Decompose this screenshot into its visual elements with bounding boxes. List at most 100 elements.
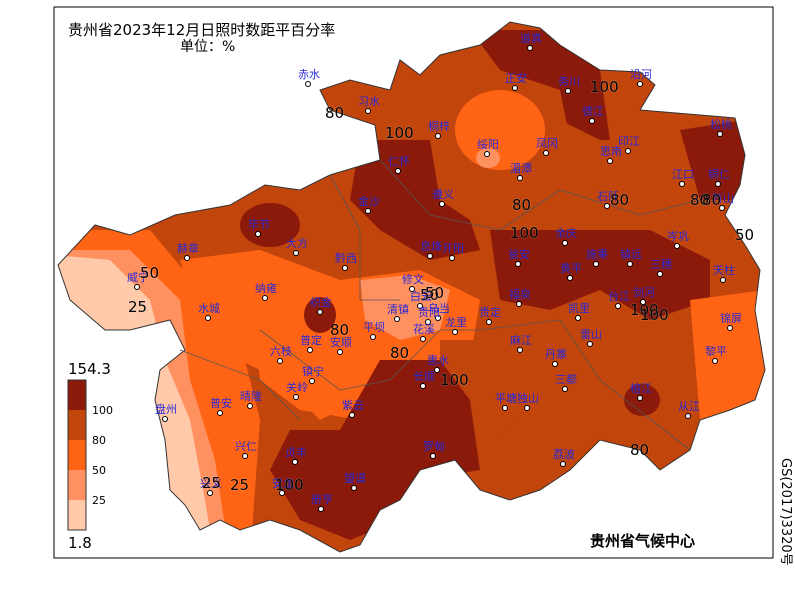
station-dot xyxy=(207,490,213,496)
station-dot xyxy=(517,175,523,181)
station-dot xyxy=(395,168,401,174)
station-dot xyxy=(370,334,376,340)
station-dot xyxy=(342,265,348,271)
station-dot xyxy=(517,347,523,353)
station-dot xyxy=(565,88,571,94)
station-dot xyxy=(409,286,415,292)
title: 贵州省2023年12月日照时数距平百分率 xyxy=(68,21,335,39)
station-name: 六枝 xyxy=(270,344,292,358)
station-dot xyxy=(430,453,436,459)
station-dot xyxy=(449,255,455,261)
station-dot xyxy=(575,315,581,321)
legend-max: 154.3 xyxy=(68,360,111,378)
station-name: 望谟 xyxy=(344,472,366,485)
station-name: 金沙 xyxy=(358,194,380,208)
contour-label: 80 xyxy=(325,104,344,122)
station-dot xyxy=(674,243,680,249)
station-dot xyxy=(512,85,518,91)
station-dot xyxy=(567,275,573,281)
station-dot xyxy=(524,405,530,411)
station-name: 道真 xyxy=(520,31,542,45)
station-name: 贵阳 xyxy=(418,306,440,319)
station-name: 岑巩 xyxy=(667,230,689,243)
contour-label: 80 xyxy=(390,344,409,362)
contour-label: 100 xyxy=(590,78,619,96)
contour-label: 50 xyxy=(425,284,444,302)
station-dot xyxy=(516,301,522,307)
station-name: 习水 xyxy=(358,95,380,108)
station-name: 镇宁 xyxy=(302,364,324,378)
station-name: 湄潭 xyxy=(510,162,532,175)
station-dot xyxy=(217,410,223,416)
station-name: 安顺 xyxy=(330,335,352,349)
station-name: 石阡 xyxy=(597,190,619,203)
station-dot xyxy=(293,250,299,256)
station-name: 仁怀 xyxy=(388,155,410,168)
station-name: 麻江 xyxy=(510,333,532,347)
station-name: 锦屏 xyxy=(720,311,742,325)
station-dot xyxy=(365,208,371,214)
station-name: 务川 xyxy=(558,75,580,88)
station-dot xyxy=(587,341,593,347)
station-name: 江口 xyxy=(672,168,694,181)
station-name: 赤水 xyxy=(298,68,320,81)
station-name: 白云 xyxy=(410,289,432,303)
contour-label: 50 xyxy=(140,264,159,282)
station-dot xyxy=(318,506,324,512)
station-name: 榕江 xyxy=(630,381,652,395)
station-name: 兴仁 xyxy=(235,440,257,453)
station-name: 赫章 xyxy=(177,241,199,255)
contour-label: 80 xyxy=(512,196,531,214)
station-name: 龙里 xyxy=(445,316,467,329)
station-name: 息烽 xyxy=(420,239,442,253)
station-name: 安龙 xyxy=(272,476,294,490)
station-name: 镇远 xyxy=(620,247,642,261)
station-name: 大方 xyxy=(286,236,308,250)
contour-label: 25 xyxy=(202,474,221,492)
legend-swatch xyxy=(68,470,86,500)
legend-swatch xyxy=(68,380,86,410)
station-dot xyxy=(615,303,621,309)
contour-label: 25 xyxy=(230,476,249,494)
legend-frame xyxy=(67,379,87,531)
station-name: 贵定 xyxy=(479,305,501,319)
contour-label: 100 xyxy=(275,476,304,494)
station-name: 余庆 xyxy=(555,226,577,240)
legend-break: 80 xyxy=(92,434,106,447)
station-dot xyxy=(712,358,718,364)
station-name: 瓮安 xyxy=(508,247,530,261)
station-name: 遵义 xyxy=(432,187,454,201)
station-name: 兴义 xyxy=(200,477,222,490)
station-name: 长顺 xyxy=(413,370,435,383)
station-name: 丹寨 xyxy=(545,347,567,361)
contour-label: 80 xyxy=(610,191,629,209)
station-dot xyxy=(184,255,190,261)
station-dot xyxy=(351,485,357,491)
station-dot xyxy=(502,405,508,411)
legend-swatch xyxy=(68,440,86,470)
legend-break: 50 xyxy=(92,464,106,477)
station-dot xyxy=(685,413,691,419)
station-dot xyxy=(543,150,549,156)
contour-label: 50 xyxy=(420,286,439,304)
station-dot xyxy=(427,253,433,259)
station-name: 施秉 xyxy=(586,247,608,261)
station-name: 独山 xyxy=(517,392,539,405)
station-name: 桐梓 xyxy=(428,119,450,133)
station-name: 开阳 xyxy=(442,242,464,255)
station-dot xyxy=(637,81,643,87)
station-dot xyxy=(279,490,285,496)
station-name: 水城 xyxy=(198,302,220,315)
station-name: 雷山 xyxy=(580,328,602,341)
station-dot xyxy=(452,329,458,335)
station-name: 印江 xyxy=(618,135,640,148)
station-name: 惠水 xyxy=(427,353,449,367)
contour-label: 80 xyxy=(690,191,709,209)
legend-swatch xyxy=(68,500,86,530)
station-name: 沿河 xyxy=(630,68,652,81)
station-dot xyxy=(317,309,323,315)
station-dot xyxy=(484,151,490,157)
station-dot xyxy=(205,315,211,321)
